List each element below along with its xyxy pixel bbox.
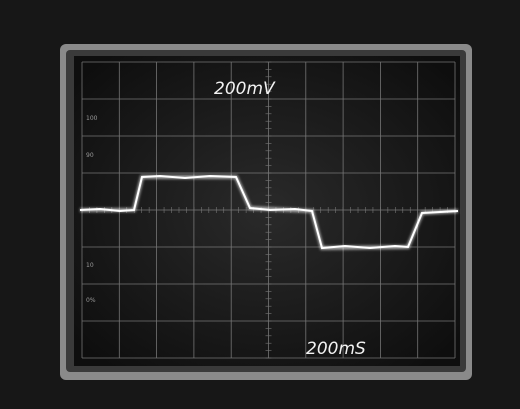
graticule-label: 100 <box>86 115 98 122</box>
graticule-label: 0% <box>86 297 96 304</box>
oscilloscope-photo: 100 90 10 0% 200mV 200mS <box>0 0 520 409</box>
volts-per-div-label: 200mV <box>214 79 276 99</box>
time-per-div-label: 200mS <box>306 339 366 359</box>
graticule-label: 90 <box>86 152 94 159</box>
graticule-label: 10 <box>86 262 94 269</box>
